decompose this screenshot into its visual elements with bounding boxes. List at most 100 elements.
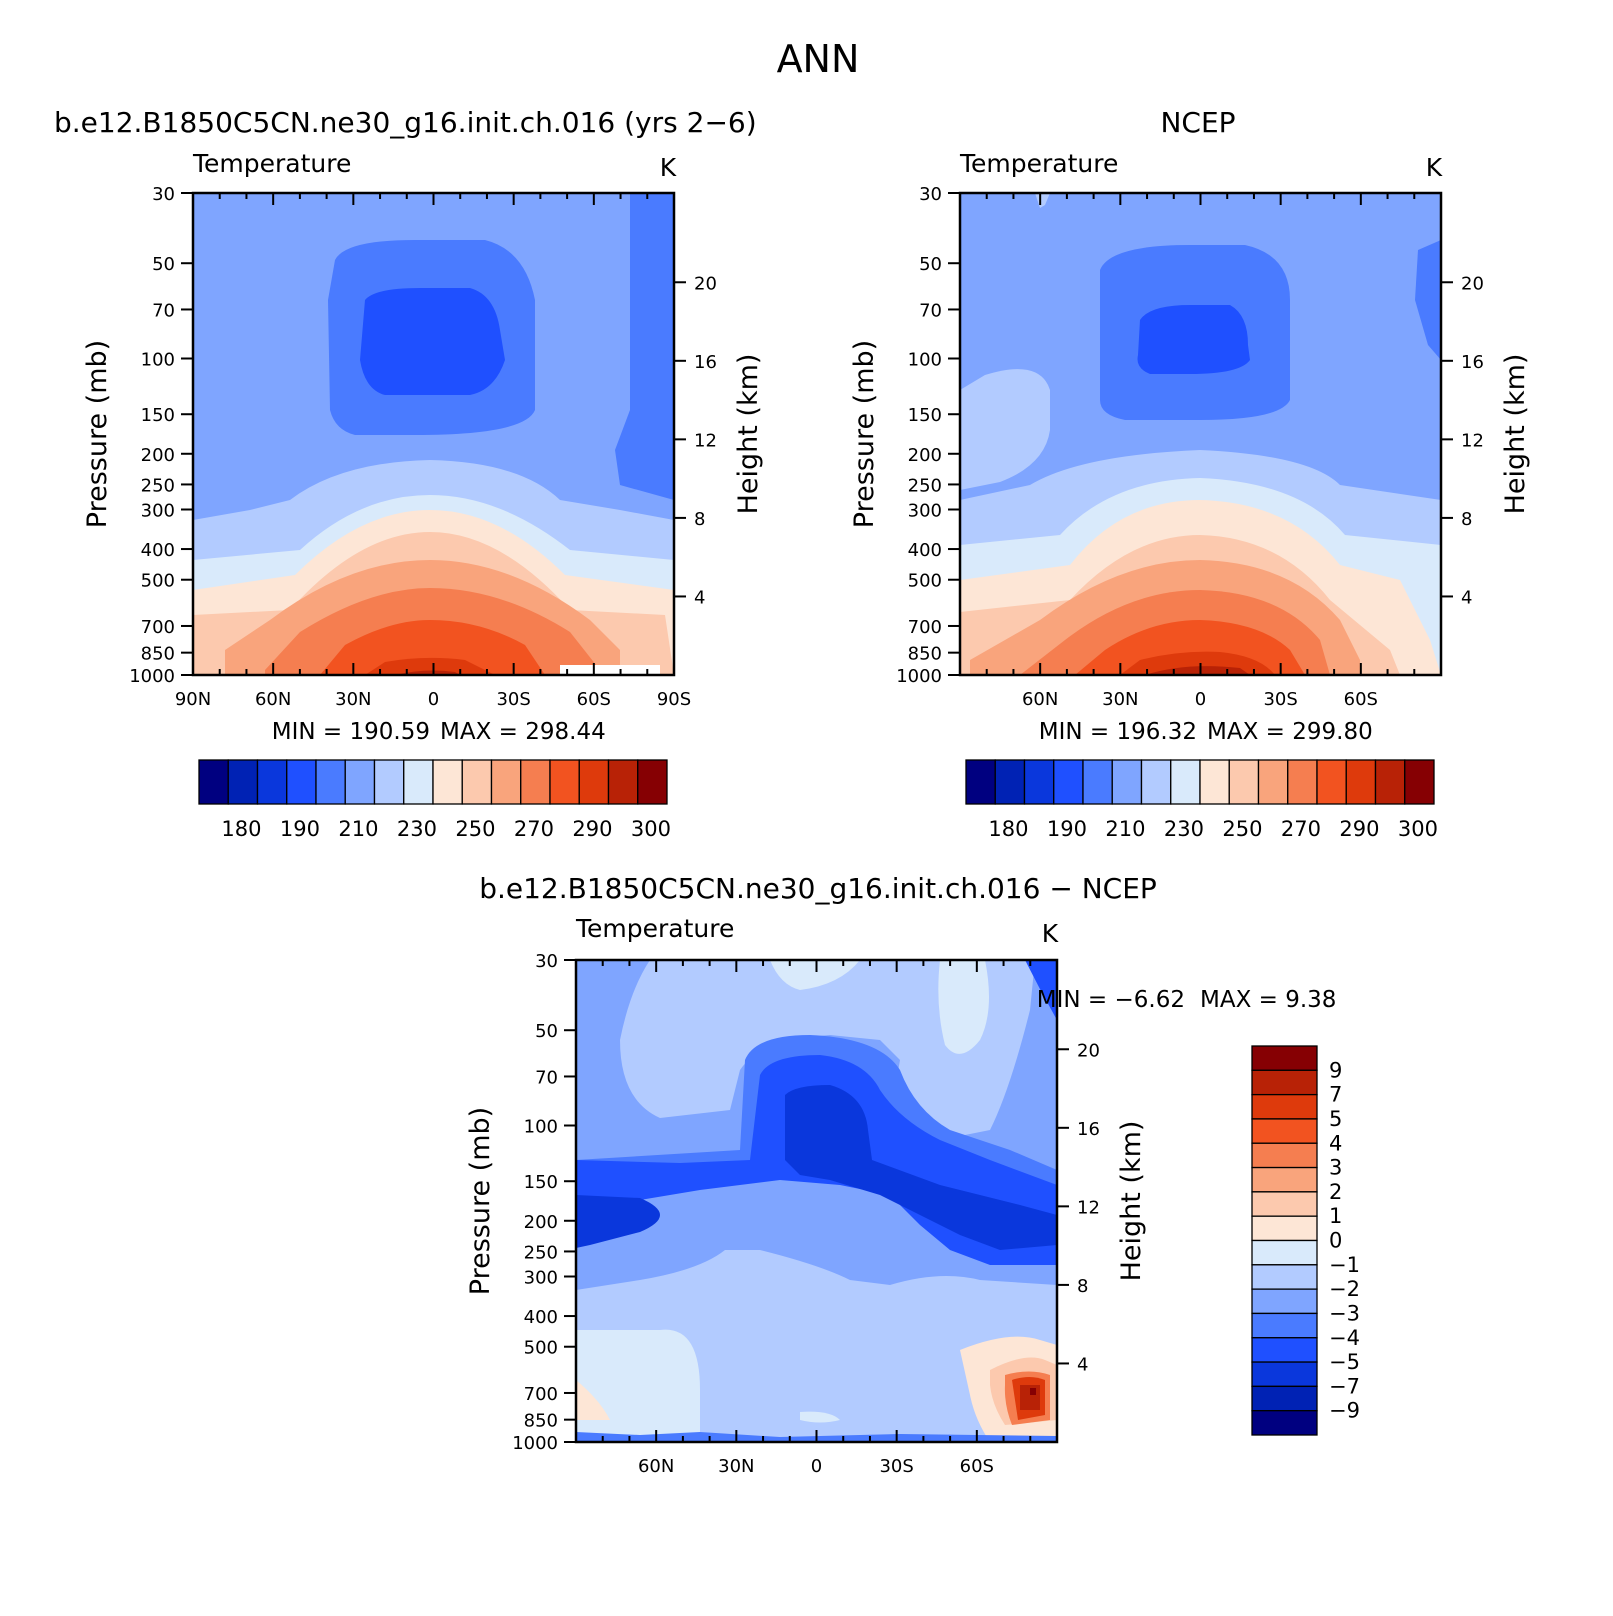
colorbar-swatch [1251, 1288, 1318, 1315]
colorbar-label: 1 [1329, 1204, 1342, 1228]
lat-tick-label: 90S [657, 689, 691, 710]
pressure-tick-label: 30 [535, 951, 558, 972]
lat-tick-label: 0 [811, 1456, 822, 1477]
panel-model-variable: Temperature [192, 149, 351, 178]
pressure-tick-label: 200 [141, 445, 175, 466]
colorbar-label: −9 [1329, 1399, 1360, 1423]
pressure-tick-label: 100 [141, 349, 175, 370]
colorbar-swatch [520, 759, 551, 805]
colorbar-label: −5 [1329, 1350, 1360, 1374]
colorbar-swatch [1140, 759, 1172, 805]
panel-obs-min: MIN = 196.32 [1039, 719, 1197, 745]
colorbar-swatch [1251, 1215, 1318, 1242]
panel-obs-axes: 3050701001502002503004005007008501000481… [849, 184, 1531, 710]
panel-diff-min: MIN = −6.62 [1037, 987, 1185, 1013]
height-tick-label: 16 [694, 352, 717, 373]
panel-obs-variable: Temperature [959, 149, 1118, 178]
pressure-tick-label: 50 [535, 1021, 558, 1042]
pressure-tick-label: 500 [524, 1338, 558, 1359]
height-tick-label: 20 [1461, 273, 1484, 294]
pressure-tick-label: 50 [152, 254, 175, 275]
panel-model-title: b.e12.B1850C5CN.ne30_g16.init.ch.016 (yr… [54, 106, 757, 139]
colorbar-label: 300 [1398, 817, 1438, 841]
panel-model-colorbar: 180 190 210 230 250 270 290 300 [198, 759, 671, 841]
height-tick-label: 12 [694, 430, 717, 451]
pressure-tick-label: 70 [152, 300, 175, 321]
colorbar-label: 300 [631, 817, 671, 841]
colorbar-swatch [1251, 1312, 1318, 1339]
colorbar-label: 180 [221, 817, 261, 841]
pressure-tick-label: 850 [524, 1411, 558, 1432]
colorbar-label: 7 [1329, 1083, 1342, 1107]
pressure-tick-label: 70 [535, 1067, 558, 1088]
pressure-tick-label: 1000 [896, 666, 942, 687]
colorbar-swatch [344, 759, 376, 805]
height-tick-label: 12 [1461, 430, 1484, 451]
pressure-axis-label: Pressure (mb) [82, 340, 113, 528]
height-tick-label: 4 [1077, 1354, 1088, 1375]
pressure-tick-label: 700 [524, 1384, 558, 1405]
colorbar-label: −7 [1329, 1374, 1360, 1398]
colorbar-swatch [607, 759, 639, 805]
colorbar-label: 270 [1281, 817, 1321, 841]
colorbar-swatch [315, 759, 346, 805]
panel-obs-units: K [1426, 153, 1443, 182]
colorbar-swatch [461, 759, 493, 805]
pressure-tick-label: 30 [152, 184, 175, 205]
pressure-tick-label: 150 [524, 1172, 558, 1193]
height-tick-label: 16 [1077, 1119, 1100, 1140]
pressure-tick-label: 50 [919, 254, 942, 275]
colorbar-label: 290 [1339, 817, 1379, 841]
lat-tick-label: 30N [335, 689, 371, 710]
pressure-tick-label: 300 [524, 1268, 558, 1289]
colorbar-label: 3 [1329, 1156, 1342, 1180]
panel-model-max: MAX = 298.44 [440, 719, 606, 745]
colorbar-swatch [1404, 759, 1435, 805]
colorbar-label: 0 [1329, 1229, 1342, 1253]
panel-obs-max: MAX = 299.80 [1207, 719, 1373, 745]
colorbar-swatch [1170, 759, 1201, 805]
panel-model: b.e12.B1850C5CN.ne30_g16.init.ch.016 (yr… [54, 106, 764, 841]
colorbar-swatch [1316, 759, 1347, 805]
colorbar-label: 180 [988, 817, 1028, 841]
pressure-tick-label: 700 [141, 617, 175, 638]
colorbar-swatch [1251, 1191, 1318, 1217]
colorbar-swatch [1251, 1093, 1318, 1120]
panel-model-axes: 3050701001502002503004005007008501000481… [82, 184, 764, 710]
height-tick-label: 12 [1077, 1197, 1100, 1218]
colorbar-swatch [1023, 759, 1055, 805]
colorbar-swatch [1251, 1118, 1318, 1144]
colorbar-swatch [490, 759, 522, 805]
lat-tick-label: 30S [496, 689, 530, 710]
colorbar-swatch [1251, 1410, 1318, 1436]
colorbar-label: −2 [1329, 1277, 1360, 1301]
colorbar-swatch [1374, 759, 1406, 805]
height-axis-label: Height (km) [1116, 1121, 1147, 1282]
pressure-tick-label: 300 [908, 501, 942, 522]
lat-tick-label: 30N [718, 1456, 754, 1477]
colorbar-swatch [1228, 759, 1260, 805]
lat-tick-label: 60S [960, 1456, 994, 1477]
pressure-tick-label: 1000 [129, 666, 175, 687]
pressure-tick-label: 250 [908, 475, 942, 496]
panel-diff-title: b.e12.B1850C5CN.ne30_g16.init.ch.016 − N… [479, 872, 1157, 905]
colorbar-label: 230 [1164, 817, 1204, 841]
panel-obs: NCEP Temperature K 305070100150200250300… [849, 106, 1531, 841]
pressure-tick-label: 400 [141, 540, 175, 561]
pressure-tick-label: 200 [524, 1212, 558, 1233]
colorbar-label: 250 [455, 817, 495, 841]
pressure-tick-label: 200 [908, 445, 942, 466]
colorbar-swatch [965, 759, 996, 805]
colorbar-swatch [1251, 1239, 1318, 1266]
panel-diff-max: MAX = 9.38 [1200, 987, 1336, 1013]
colorbar-swatch [1111, 759, 1143, 805]
pressure-tick-label: 150 [141, 405, 175, 426]
panel-diff-axes: 3050701001502002503004005007008501000481… [465, 951, 1147, 1477]
height-tick-label: 16 [1461, 352, 1484, 373]
lat-tick-label: 30S [1263, 689, 1297, 710]
colorbar-label: 2 [1329, 1180, 1342, 1204]
colorbar-label: −3 [1329, 1301, 1360, 1325]
colorbar-swatch [1251, 1142, 1318, 1169]
pressure-tick-label: 100 [524, 1116, 558, 1137]
colorbar-swatch [1199, 759, 1230, 805]
